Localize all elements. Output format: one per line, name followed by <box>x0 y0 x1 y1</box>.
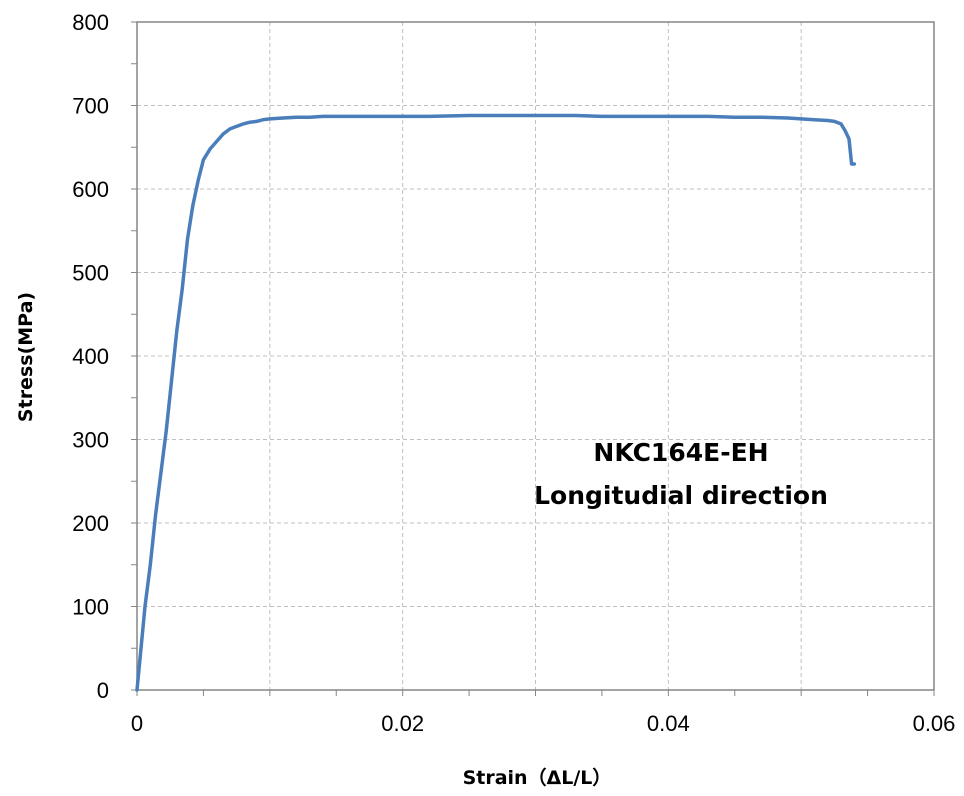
y-tick-label: 0 <box>97 678 109 703</box>
x-axis-title: Strain（ΔL/L） <box>463 766 612 789</box>
x-tick-label: 0.06 <box>913 711 956 736</box>
y-axis-title: Stress(MPa) <box>15 292 37 422</box>
x-tick-label: 0.04 <box>647 711 690 736</box>
x-tick-label: 0.02 <box>381 711 424 736</box>
y-tick-label: 100 <box>72 595 109 620</box>
gridlines <box>137 22 934 690</box>
y-tick-label: 700 <box>72 94 109 119</box>
plot-area-frame <box>136 21 935 691</box>
x-tick-labels: 0 0.02 0.04 0.06 <box>131 711 956 736</box>
y-tick-label: 600 <box>72 177 109 202</box>
y-tick-label: 800 <box>72 10 109 35</box>
y-tick-label: 500 <box>72 261 109 286</box>
x-tick-label: 0 <box>131 711 143 736</box>
y-tick-labels: 0 100 200 300 400 500 600 700 800 <box>72 10 109 703</box>
minor-ticks <box>131 21 935 696</box>
y-tick-label: 400 <box>72 344 109 369</box>
series-line <box>135 113 857 692</box>
y-tick-label: 200 <box>72 511 109 536</box>
y-tick-label: 300 <box>72 428 109 453</box>
annotation-line-2: Longitudial direction <box>534 481 828 510</box>
annotation-line-1: NKC164E-EH <box>593 438 768 467</box>
